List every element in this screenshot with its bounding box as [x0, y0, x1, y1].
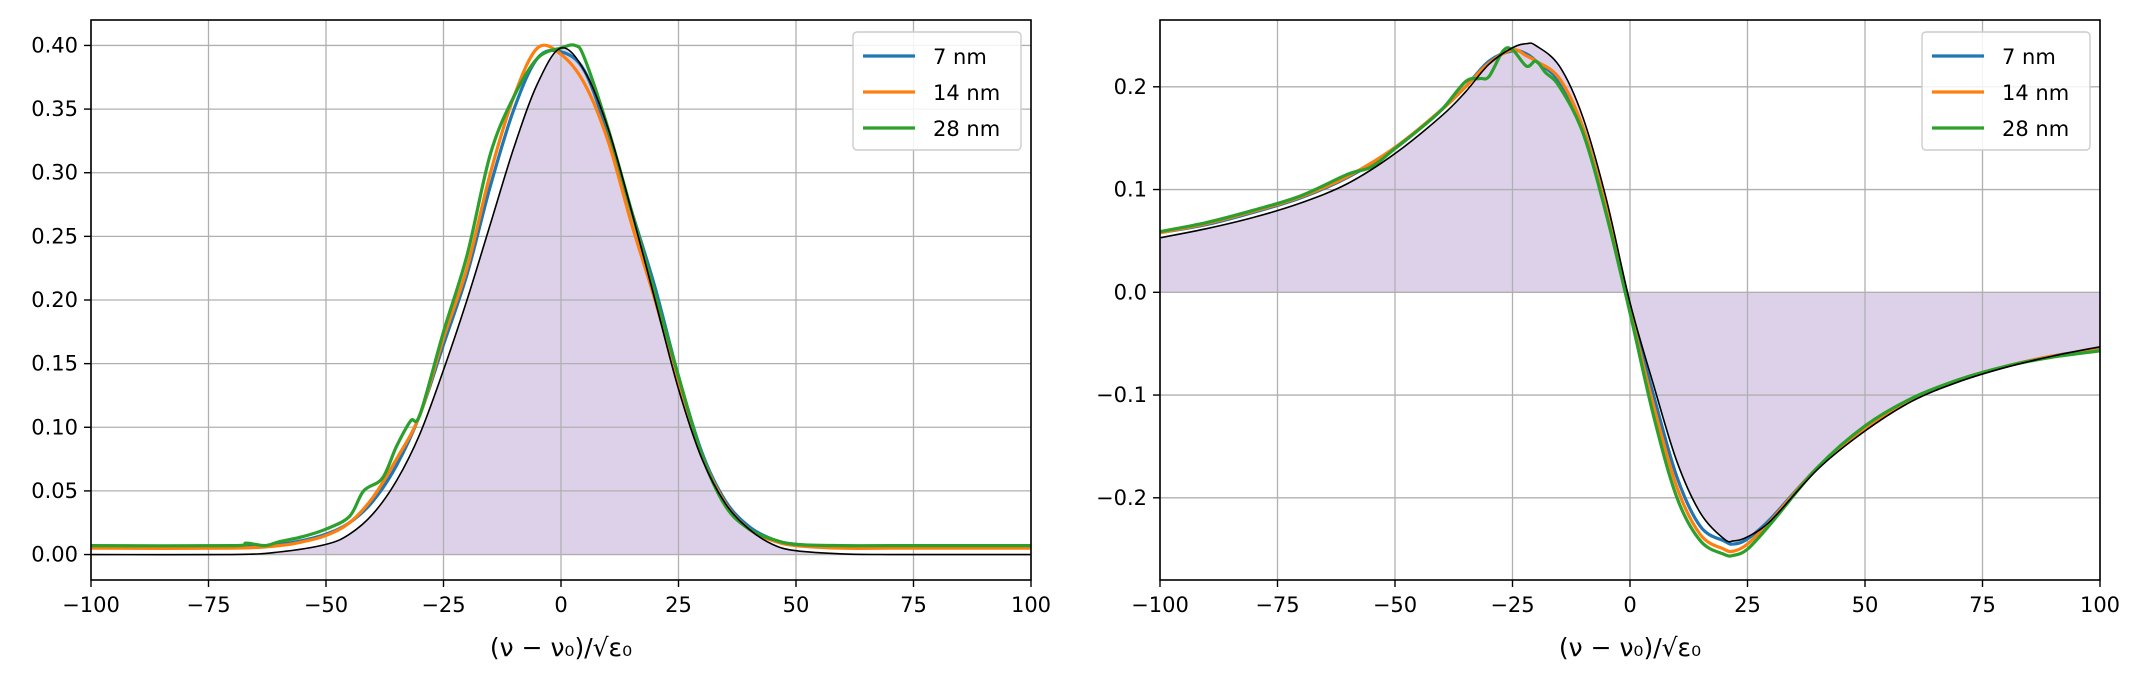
reference-line-left — [90, 47, 1032, 556]
x-tick-label: −100 — [62, 593, 120, 617]
x-tick-label: −100 — [1131, 593, 1189, 617]
x-tick-label: 75 — [900, 593, 927, 617]
x-tick-label: −25 — [421, 593, 465, 617]
x-tick-label: −75 — [1255, 593, 1299, 617]
y-tick-label: −0.1 — [1096, 383, 1147, 407]
legend-label: 14 nm — [2002, 81, 2069, 105]
y-tick-label: 0.15 — [31, 352, 78, 376]
x-ticks-right: −100 −75 −50 −25 0 25 50 75 100 — [1131, 580, 2120, 617]
legend-left: 7 nm 14 nm 28 nm — [852, 31, 1022, 151]
chart-right: −100 −75 −50 −25 0 25 50 75 100 −0.2 −0.1 0.0 0.1 0.… — [1096, 19, 2120, 662]
y-tick-label: 0.20 — [31, 288, 78, 312]
chart-left: −100 −75 −50 −25 0 25 50 75 100 0.00 0.05 0.10 0.15… — [31, 19, 1051, 662]
x-tick-label: −50 — [304, 593, 348, 617]
series-lines-left — [90, 43, 1031, 550]
y-ticks-left: 0.00 0.05 0.10 0.15 0.20 0.25 0.30 0.35 0.40 — [31, 33, 91, 567]
y-tick-label: −0.2 — [1096, 486, 1147, 510]
legend-label: 28 nm — [933, 117, 1000, 141]
x-ticks-left: −100 −75 −50 −25 0 25 50 75 100 — [62, 580, 1051, 617]
x-axis-label-left: (ν − ν₀)/√ε₀ — [490, 633, 632, 662]
y-tick-label: 0.10 — [31, 415, 78, 439]
x-tick-label: 75 — [1969, 593, 1996, 617]
legend-right: 7 nm 14 nm 28 nm — [1921, 31, 2091, 151]
legend-label: 7 nm — [2002, 45, 2056, 69]
y-tick-label: 0.00 — [31, 543, 78, 567]
x-tick-label: 0 — [554, 593, 567, 617]
y-ticks-right: −0.2 −0.1 0.0 0.1 0.2 — [1096, 75, 1160, 510]
x-tick-label: 0 — [1623, 593, 1636, 617]
y-tick-label: 0.30 — [31, 161, 78, 185]
legend-label: 28 nm — [2002, 117, 2069, 141]
reference-line-right — [1159, 42, 2101, 543]
x-tick-label: 50 — [783, 593, 810, 617]
y-tick-label: 0.25 — [31, 224, 78, 248]
y-tick-label: 0.1 — [1114, 178, 1147, 202]
x-tick-label: 100 — [2080, 593, 2120, 617]
legend-box — [852, 31, 1022, 151]
x-tick-label: 25 — [1734, 593, 1761, 617]
y-tick-label: 0.2 — [1114, 75, 1147, 99]
series-line-28-nm — [1159, 46, 2101, 558]
x-tick-label: −50 — [1373, 593, 1417, 617]
legend-box — [1921, 31, 2091, 151]
y-tick-label: 0.0 — [1114, 280, 1147, 304]
y-tick-label: 0.35 — [31, 97, 78, 121]
series-lines-right — [1159, 46, 2101, 558]
reference-curve-line — [1159, 42, 2101, 543]
x-tick-label: 25 — [665, 593, 692, 617]
x-tick-label: −75 — [186, 593, 230, 617]
x-tick-label: −25 — [1490, 593, 1534, 617]
x-axis-label-right: (ν − ν₀)/√ε₀ — [1559, 633, 1701, 662]
series-line-28-nm — [90, 43, 1031, 548]
legend-label: 14 nm — [933, 81, 1000, 105]
x-tick-label: 100 — [1011, 593, 1051, 617]
y-tick-label: 0.40 — [31, 33, 78, 57]
y-tick-label: 0.05 — [31, 479, 78, 503]
reference-curve-line — [90, 47, 1032, 556]
x-tick-label: 50 — [1852, 593, 1879, 617]
legend-label: 7 nm — [933, 45, 987, 69]
